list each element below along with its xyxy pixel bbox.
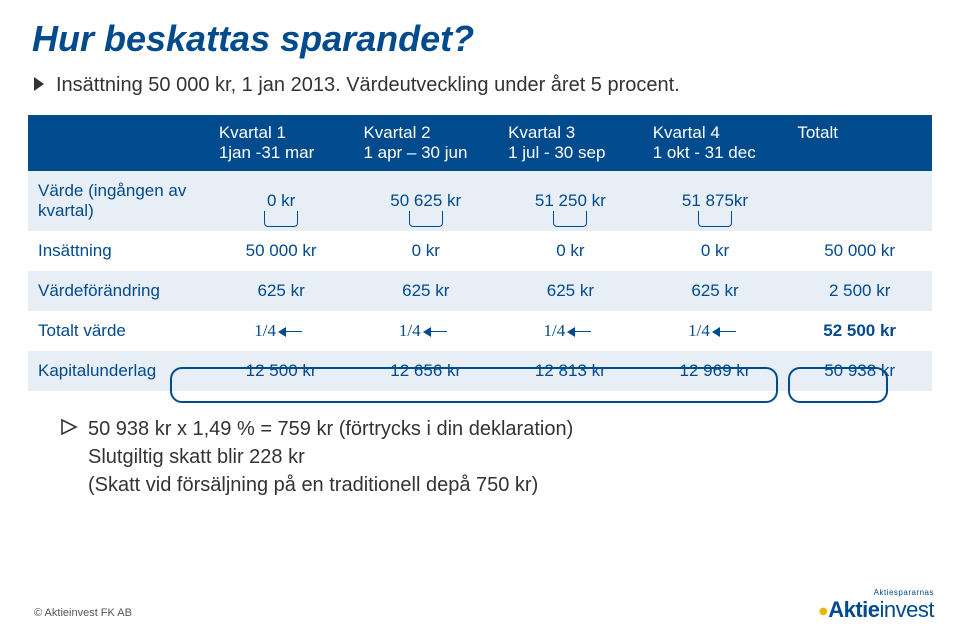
conclusion-line: 50 938 kr x 1,49 % = 759 kr (förtrycks i… bbox=[88, 415, 573, 443]
table-row: Värdeförändring 625 kr 625 kr 625 kr 625… bbox=[28, 271, 932, 311]
col-header: Totalt bbox=[797, 123, 922, 143]
triangle-icon bbox=[34, 74, 46, 97]
conclusion-line: (Skatt vid försäljning på en traditionel… bbox=[88, 471, 573, 499]
table-row: Totalt värde 1/4 1/4 1/4 1/4 52 500 kr bbox=[28, 311, 932, 351]
cell: 625 kr bbox=[643, 271, 788, 311]
cell: 50 625 kr bbox=[353, 171, 498, 231]
table-row: Värde (ingången av kvartal) 0 kr 50 625 … bbox=[28, 171, 932, 231]
cell: 12 656 kr bbox=[353, 351, 498, 391]
row-label: Totalt värde bbox=[28, 311, 209, 351]
col-subheader: 1 jul - 30 sep bbox=[508, 143, 633, 163]
cell: 1/4 bbox=[209, 311, 354, 351]
row-label: Insättning bbox=[28, 231, 209, 271]
table-row: Kapitalunderlag 12 500 kr 12 656 kr 12 8… bbox=[28, 351, 932, 391]
col-subheader: 1 okt - 31 dec bbox=[653, 143, 778, 163]
brand-logo: Aktiespararnas ●Aktieinvest bbox=[818, 590, 934, 623]
cell: 51 875kr bbox=[643, 171, 788, 231]
col-header: Kvartal 1 bbox=[219, 123, 344, 143]
arrow-right-hollow-icon bbox=[60, 418, 78, 442]
cell: 50 000 kr bbox=[209, 231, 354, 271]
cell: 0 kr bbox=[209, 171, 354, 231]
cell bbox=[787, 171, 932, 231]
logo-text-right: invest bbox=[880, 597, 934, 622]
logo-text-left: Aktie bbox=[828, 597, 879, 622]
cell: 50 000 kr bbox=[787, 231, 932, 271]
cell: 1/4 bbox=[353, 311, 498, 351]
col-header: Kvartal 2 bbox=[363, 123, 488, 143]
cell: 2 500 kr bbox=[787, 271, 932, 311]
copyright-footer: © Aktieinvest FK AB bbox=[34, 607, 132, 619]
cell: 12 813 kr bbox=[498, 351, 643, 391]
row-label: Värdeförändring bbox=[28, 271, 209, 311]
col-subheader: 1jan -31 mar bbox=[219, 143, 344, 163]
table-row: Insättning 50 000 kr 0 kr 0 kr 0 kr 50 0… bbox=[28, 231, 932, 271]
arrow-left-icon bbox=[710, 327, 736, 337]
cell: 51 250 kr bbox=[498, 171, 643, 231]
intro-bullet: Insättning 50 000 kr, 1 jan 2013. Värdeu… bbox=[0, 60, 960, 97]
cell: 625 kr bbox=[353, 271, 498, 311]
logo-sub: Aktiespararnas bbox=[818, 588, 934, 597]
intro-text: Insättning 50 000 kr, 1 jan 2013. Värdeu… bbox=[56, 74, 680, 97]
bracket-icon bbox=[409, 211, 443, 227]
bracket-icon bbox=[553, 211, 587, 227]
cell: 625 kr bbox=[498, 271, 643, 311]
conclusion-line: Slutgiltig skatt blir 228 kr bbox=[88, 443, 573, 471]
tax-table: Kvartal 11jan -31 mar Kvartal 21 apr – 3… bbox=[28, 115, 932, 391]
cell: 52 500 kr bbox=[787, 311, 932, 351]
cell: 1/4 bbox=[643, 311, 788, 351]
bracket-icon bbox=[698, 211, 732, 227]
cell: 0 kr bbox=[498, 231, 643, 271]
col-header: Kvartal 4 bbox=[653, 123, 778, 143]
table-header-row: Kvartal 11jan -31 mar Kvartal 21 apr – 3… bbox=[28, 115, 932, 171]
cell: 50 938 kr bbox=[787, 351, 932, 391]
arrow-left-icon bbox=[565, 327, 591, 337]
col-header: Kvartal 3 bbox=[508, 123, 633, 143]
page-title: Hur beskattas sparandet? bbox=[0, 0, 960, 60]
row-label: Kapitalunderlag bbox=[28, 351, 209, 391]
cell: 625 kr bbox=[209, 271, 354, 311]
col-subheader: 1 apr – 30 jun bbox=[363, 143, 488, 163]
cell: 12 500 kr bbox=[209, 351, 354, 391]
arrow-left-icon bbox=[421, 327, 447, 337]
cell: 0 kr bbox=[353, 231, 498, 271]
dot-icon: ● bbox=[818, 601, 828, 621]
cell: 0 kr bbox=[643, 231, 788, 271]
row-label: Värde (ingången av kvartal) bbox=[28, 171, 209, 231]
bracket-icon bbox=[264, 211, 298, 227]
conclusion-block: 50 938 kr x 1,49 % = 759 kr (förtrycks i… bbox=[60, 415, 960, 499]
cell: 1/4 bbox=[498, 311, 643, 351]
arrow-left-icon bbox=[276, 327, 302, 337]
cell: 12 969 kr bbox=[643, 351, 788, 391]
